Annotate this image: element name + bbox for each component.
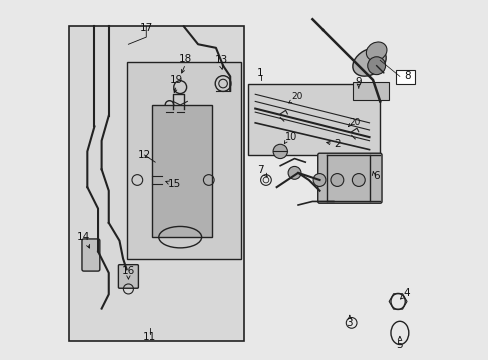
- Text: 12: 12: [138, 150, 151, 160]
- Text: 11: 11: [143, 332, 156, 342]
- FancyBboxPatch shape: [69, 26, 244, 341]
- FancyBboxPatch shape: [395, 70, 414, 84]
- Text: 19: 19: [170, 75, 183, 85]
- Text: 5: 5: [396, 341, 403, 350]
- Text: 7: 7: [257, 165, 264, 175]
- Text: 17: 17: [140, 23, 153, 33]
- FancyBboxPatch shape: [317, 153, 381, 203]
- FancyBboxPatch shape: [353, 82, 388, 100]
- Circle shape: [287, 166, 300, 179]
- Text: 2: 2: [333, 139, 340, 149]
- Text: 10: 10: [284, 132, 296, 142]
- FancyBboxPatch shape: [118, 265, 138, 288]
- Circle shape: [352, 174, 365, 186]
- Text: 13: 13: [214, 55, 227, 65]
- Text: 14: 14: [77, 232, 90, 242]
- Ellipse shape: [352, 48, 386, 76]
- FancyBboxPatch shape: [126, 62, 241, 258]
- FancyBboxPatch shape: [247, 84, 380, 155]
- Text: 4: 4: [403, 288, 409, 297]
- Circle shape: [330, 174, 343, 186]
- Text: 1: 1: [257, 68, 264, 78]
- Text: 3: 3: [346, 318, 352, 328]
- Circle shape: [272, 144, 287, 158]
- Text: 15: 15: [168, 179, 181, 189]
- Circle shape: [312, 174, 325, 186]
- Text: 20: 20: [291, 91, 303, 100]
- Circle shape: [367, 57, 385, 75]
- Text: 18: 18: [179, 54, 192, 64]
- FancyBboxPatch shape: [151, 105, 212, 237]
- FancyBboxPatch shape: [82, 239, 100, 271]
- Text: 20: 20: [349, 118, 360, 127]
- Text: 9: 9: [355, 77, 362, 87]
- Text: 8: 8: [403, 71, 410, 81]
- Text: 16: 16: [122, 266, 135, 276]
- Ellipse shape: [366, 42, 386, 61]
- Text: 6: 6: [373, 171, 379, 181]
